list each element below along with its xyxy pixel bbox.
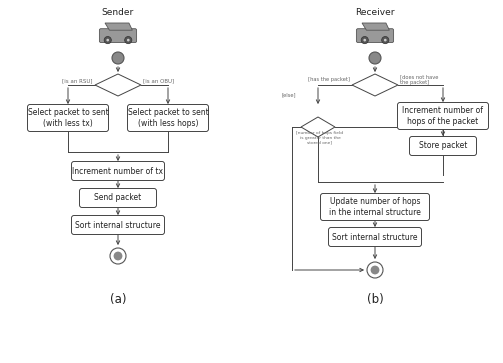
Text: [else]: [else] xyxy=(282,93,296,98)
FancyBboxPatch shape xyxy=(328,228,422,246)
Circle shape xyxy=(371,266,379,274)
FancyBboxPatch shape xyxy=(28,105,109,131)
Text: Sender: Sender xyxy=(102,8,134,17)
Circle shape xyxy=(384,39,387,41)
Text: Update number of hops
in the internal structure: Update number of hops in the internal st… xyxy=(329,197,421,217)
FancyBboxPatch shape xyxy=(71,216,164,234)
Polygon shape xyxy=(301,117,335,137)
Text: Store packet: Store packet xyxy=(419,142,467,151)
Text: Select packet to sent
(with less tx): Select packet to sent (with less tx) xyxy=(28,108,108,128)
Polygon shape xyxy=(105,23,132,30)
Text: [is an OBU]: [is an OBU] xyxy=(143,78,174,83)
Text: Sort internal structure: Sort internal structure xyxy=(332,232,418,241)
Circle shape xyxy=(363,39,366,41)
Polygon shape xyxy=(362,23,389,30)
Text: (a): (a) xyxy=(110,294,126,306)
Circle shape xyxy=(127,39,130,41)
FancyBboxPatch shape xyxy=(320,193,430,220)
FancyBboxPatch shape xyxy=(127,105,209,131)
Polygon shape xyxy=(352,74,398,96)
Circle shape xyxy=(369,52,381,64)
Circle shape xyxy=(107,39,109,41)
Circle shape xyxy=(382,37,389,44)
Circle shape xyxy=(114,252,122,260)
Text: Receiver: Receiver xyxy=(355,8,395,17)
Circle shape xyxy=(367,262,383,278)
Text: (b): (b) xyxy=(367,294,383,306)
Circle shape xyxy=(112,52,124,64)
FancyBboxPatch shape xyxy=(397,102,488,130)
Circle shape xyxy=(125,37,132,44)
Polygon shape xyxy=(95,74,141,96)
FancyBboxPatch shape xyxy=(79,188,156,208)
Text: Increment number of tx: Increment number of tx xyxy=(72,167,163,175)
Circle shape xyxy=(361,37,368,44)
Text: [is an RSU]: [is an RSU] xyxy=(62,78,93,83)
FancyBboxPatch shape xyxy=(100,29,137,42)
Circle shape xyxy=(104,37,111,44)
Text: [does not have
the packet]: [does not have the packet] xyxy=(400,75,439,85)
Text: Increment number of
hops of the packet: Increment number of hops of the packet xyxy=(402,106,483,126)
Text: Select packet to sent
(with less hops): Select packet to sent (with less hops) xyxy=(128,108,208,128)
Text: Send packet: Send packet xyxy=(95,193,142,203)
Text: [number of hops field
is greater than the
stored one]: [number of hops field is greater than th… xyxy=(296,131,344,144)
Circle shape xyxy=(110,248,126,264)
Text: [has the packet]: [has the packet] xyxy=(308,77,350,82)
FancyBboxPatch shape xyxy=(357,29,394,42)
FancyBboxPatch shape xyxy=(71,162,164,180)
Text: Sort internal structure: Sort internal structure xyxy=(75,220,161,229)
FancyBboxPatch shape xyxy=(409,136,476,155)
